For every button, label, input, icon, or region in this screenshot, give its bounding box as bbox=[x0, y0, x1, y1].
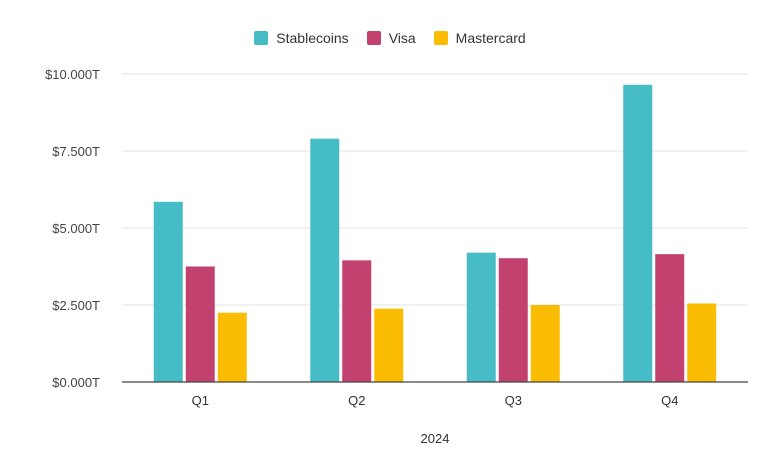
bar-stablecoins-q3 bbox=[466, 252, 496, 382]
legend-item-visa: Visa bbox=[366, 30, 416, 46]
legend-label: Mastercard bbox=[455, 30, 526, 46]
x-tick-label: Q2 bbox=[348, 393, 365, 408]
y-tick-label: $7.500T bbox=[52, 144, 100, 159]
bar-mastercard-q1 bbox=[217, 312, 247, 382]
legend-label: Stablecoins bbox=[276, 30, 349, 46]
bar-mastercard-q2 bbox=[374, 308, 404, 382]
bar-stablecoins-q1 bbox=[153, 201, 183, 382]
bar-visa-q4 bbox=[655, 254, 685, 382]
y-tick-label: $5.000T bbox=[52, 221, 100, 236]
bar-visa-q3 bbox=[498, 258, 528, 382]
legend-item-stablecoins: Stablecoins bbox=[254, 30, 349, 46]
bar-visa-q1 bbox=[185, 266, 215, 382]
x-tick-label: Q4 bbox=[661, 393, 678, 408]
x-tick-label: Q1 bbox=[192, 393, 209, 408]
bar-visa-q2 bbox=[342, 260, 372, 382]
y-tick-label: $10.000T bbox=[45, 67, 100, 82]
y-tick-label: $2.500T bbox=[52, 298, 100, 313]
legend-label: Visa bbox=[388, 30, 416, 46]
x-tick-label: Q3 bbox=[505, 393, 522, 408]
legend-swatch bbox=[366, 31, 381, 45]
y-tick-label: $0.000T bbox=[52, 375, 100, 390]
bar-mastercard-q4 bbox=[687, 303, 717, 382]
legend: Stablecoins Visa Mastercard bbox=[0, 30, 780, 46]
bar-stablecoins-q4 bbox=[623, 84, 653, 382]
legend-swatch bbox=[433, 31, 448, 45]
bar-mastercard-q3 bbox=[530, 305, 560, 382]
x-axis-title: 2024 bbox=[421, 431, 450, 446]
bar-stablecoins-q2 bbox=[310, 138, 340, 382]
legend-swatch bbox=[254, 31, 269, 45]
legend-item-mastercard: Mastercard bbox=[433, 30, 526, 46]
